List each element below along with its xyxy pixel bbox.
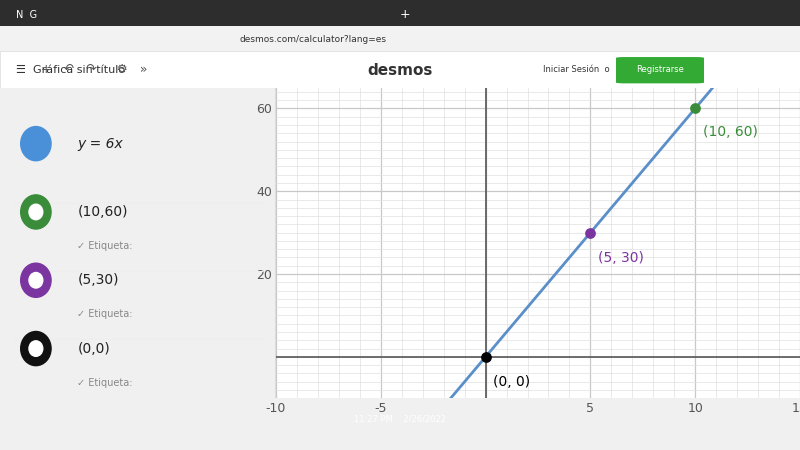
Text: (0,0): (0,0)	[78, 342, 110, 356]
Text: Iniciar Sesión  o: Iniciar Sesión o	[542, 65, 610, 74]
Circle shape	[21, 263, 51, 297]
FancyBboxPatch shape	[616, 57, 704, 83]
Text: desmos: desmos	[367, 63, 433, 78]
Text: ✓ Etiqueta:: ✓ Etiqueta:	[78, 241, 133, 251]
Text: (5, 30): (5, 30)	[598, 251, 644, 266]
Text: ✓ Etiqueta:: ✓ Etiqueta:	[78, 310, 133, 320]
Text: 11:27 PM    2/26/2022: 11:27 PM 2/26/2022	[354, 414, 446, 423]
FancyBboxPatch shape	[0, 51, 800, 88]
Text: +: +	[400, 9, 410, 22]
Point	[584, 229, 597, 236]
Circle shape	[29, 273, 42, 288]
Text: N  G: N G	[16, 10, 37, 20]
Circle shape	[21, 195, 51, 229]
Circle shape	[21, 332, 51, 366]
Text: y = 6x: y = 6x	[78, 137, 123, 151]
Text: (10,60): (10,60)	[78, 205, 128, 219]
Point	[689, 105, 702, 112]
FancyBboxPatch shape	[0, 26, 800, 51]
FancyBboxPatch shape	[0, 0, 800, 26]
Text: ✓ Etiqueta:: ✓ Etiqueta:	[78, 378, 133, 388]
Text: Registrarse: Registrarse	[636, 65, 684, 74]
Point	[479, 353, 492, 360]
Text: (10, 60): (10, 60)	[702, 125, 758, 139]
Text: desmos.com/calculator?lang=es: desmos.com/calculator?lang=es	[240, 35, 387, 44]
Circle shape	[29, 341, 42, 356]
Text: ☰  Gráfica sin título: ☰ Gráfica sin título	[16, 65, 125, 75]
Text: (5,30): (5,30)	[78, 273, 118, 287]
Text: (0, 0): (0, 0)	[493, 375, 530, 390]
Circle shape	[29, 204, 42, 220]
Circle shape	[21, 126, 51, 161]
Text: +   ↶   ↷     ⚙   »: + ↶ ↷ ⚙ »	[42, 63, 148, 76]
